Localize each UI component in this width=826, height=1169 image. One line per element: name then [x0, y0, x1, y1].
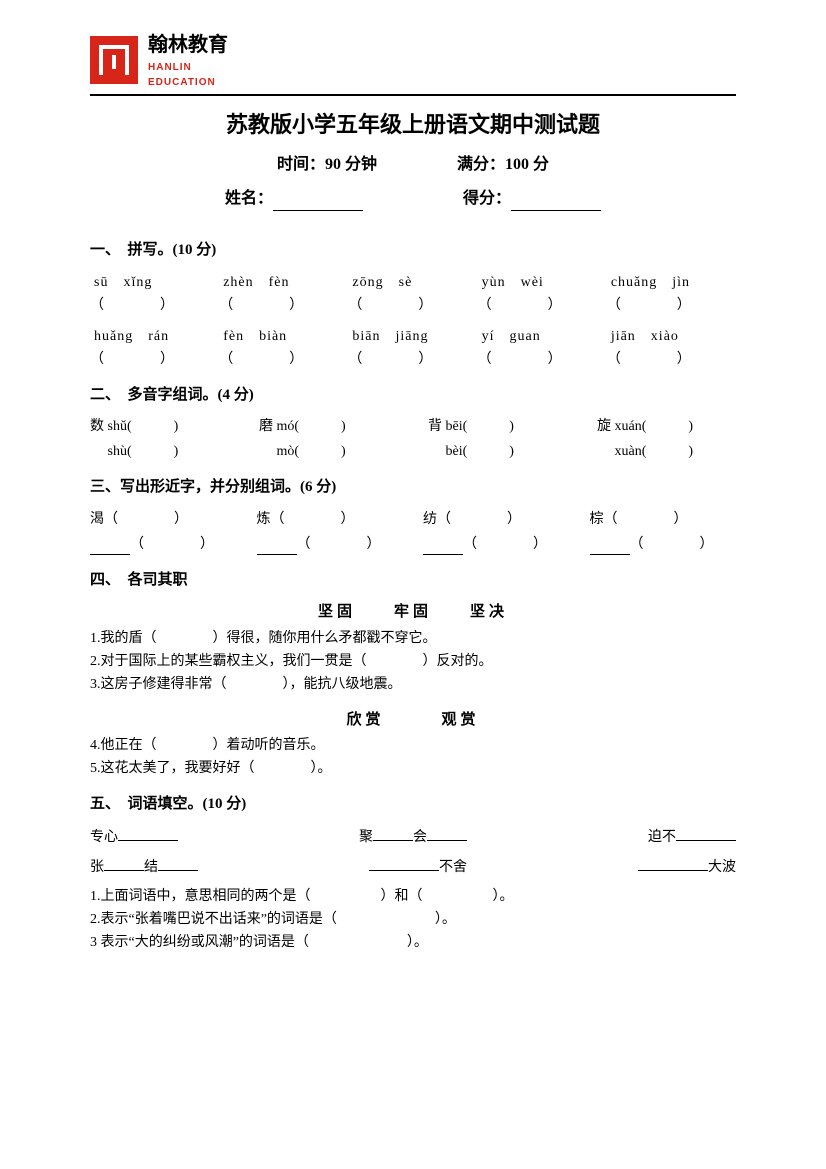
blank: （ ）: [478, 349, 607, 370]
fill-item: 张结: [90, 856, 198, 878]
name-row: 姓名： 得分：: [90, 187, 736, 211]
poly-item: bèi( ): [428, 441, 567, 462]
full-label: 满分：100 分: [457, 153, 549, 177]
blank: （ ）: [607, 295, 736, 316]
s4-q4: 4.他正在（ ）着动听的音乐。: [90, 735, 736, 756]
pinyin: sū xǐng: [90, 272, 219, 293]
brand-cn: 翰林教育: [148, 30, 228, 60]
near-row-2: （ ） （ ） （ ） （ ）: [90, 534, 736, 555]
near-item: 渴（ ）: [90, 509, 237, 530]
brand-en2: EDUCATION: [148, 75, 228, 90]
blank: （ ）: [219, 295, 348, 316]
blank: （ ）: [219, 349, 348, 370]
name-field: 姓名：: [225, 187, 363, 211]
pinyin: jiān xiào: [607, 326, 736, 347]
near-item: 棕（ ）: [590, 509, 737, 530]
score-field: 得分：: [463, 187, 601, 211]
fill-item: 迫不: [648, 826, 736, 848]
pinyin-row-1: sū xǐng zhèn fèn zōng sè yùn wèi chuǎng …: [90, 272, 736, 293]
fill-item: 大波: [638, 856, 736, 878]
blank: （ ）: [607, 349, 736, 370]
near-row-1: 渴（ ） 炼（ ） 纺（ ） 棕（ ）: [90, 509, 736, 530]
brand-text: 翰林教育 HANLIN EDUCATION: [148, 30, 228, 90]
s4-options1: 坚固 牢固 坚决: [90, 601, 736, 624]
poly-item: 磨 mó( ): [259, 416, 398, 437]
fill-row-1: 专心 聚会 迫不: [90, 826, 736, 848]
near-blank: （ ）: [90, 534, 237, 555]
s4-q5: 5.这花太美了，我要好好（ ）。: [90, 758, 736, 779]
fill-item: 专心: [90, 826, 178, 848]
pinyin-row-2: huǎng rán fèn biàn biān jiāng yí guan ji…: [90, 326, 736, 347]
pinyin: yùn wèi: [478, 272, 607, 293]
pinyin: zhèn fèn: [219, 272, 348, 293]
fill-item: 不舍: [369, 856, 467, 878]
poly-item: shù( ): [90, 441, 229, 462]
pinyin: yí guan: [478, 326, 607, 347]
poly-item: 背 bēi( ): [428, 416, 567, 437]
section3-heading: 三、写出形近字，并分别组词。(6 分): [90, 476, 736, 499]
near-item: 纺（ ）: [423, 509, 570, 530]
pinyin: fèn biàn: [219, 326, 348, 347]
poly-item: xuàn( ): [597, 441, 736, 462]
blank: （ ）: [348, 295, 477, 316]
section2-heading: 二、 多音字组词。(4 分): [90, 384, 736, 407]
paren-row-1: （ ） （ ） （ ） （ ） （ ）: [90, 295, 736, 316]
s5-q1: 1.上面词语中，意思相同的两个是（ ）和（ ）。: [90, 886, 736, 907]
poly-row-1: 数 shǔ( ) 磨 mó( ) 背 bēi( ) 旋 xuán( ): [90, 416, 736, 437]
s5-q3: 3 表示“大的纠纷或风潮”的词语是（ ）。: [90, 932, 736, 953]
near-blank: （ ）: [423, 534, 570, 555]
s4-q2: 2.对于国际上的某些霸权主义，我们一贯是（ ）反对的。: [90, 651, 736, 672]
poly-item: mò( ): [259, 441, 398, 462]
near-blank: （ ）: [590, 534, 737, 555]
pinyin: huǎng rán: [90, 326, 219, 347]
pinyin: zōng sè: [348, 272, 477, 293]
s4-q3: 3.这房子修建得非常（ ），能抗八级地震。: [90, 674, 736, 695]
paren-row-2: （ ） （ ） （ ） （ ） （ ）: [90, 349, 736, 370]
poly-item: 旋 xuán( ): [597, 416, 736, 437]
brand-en1: HANLIN: [148, 60, 228, 75]
blank: （ ）: [348, 349, 477, 370]
poly-item: 数 shǔ( ): [90, 416, 229, 437]
s4-options2: 欣赏 观赏: [90, 709, 736, 732]
blank: （ ）: [90, 349, 219, 370]
meta-row: 时间：90 分钟 满分：100 分: [90, 153, 736, 177]
s4-q1: 1.我的盾（ ）得很，随你用什么矛都戳不穿它。: [90, 628, 736, 649]
s5-q2: 2.表示“张着嘴巴说不出话来”的词语是（ ）。: [90, 909, 736, 930]
near-blank: （ ）: [257, 534, 404, 555]
section4-heading: 四、 各司其职: [90, 569, 736, 592]
time-label: 时间：90 分钟: [277, 153, 377, 177]
page-title: 苏教版小学五年级上册语文期中测试题: [90, 108, 736, 141]
poly-row-2: shù( ) mò( ) bèi( ) xuàn( ): [90, 441, 736, 462]
section1-heading: 一、 拼写。(10 分): [90, 239, 736, 262]
blank: （ ）: [90, 295, 219, 316]
pinyin: biān jiāng: [348, 326, 477, 347]
pinyin: chuǎng jìn: [607, 272, 736, 293]
fill-item: 聚会: [359, 826, 467, 848]
blank: （ ）: [478, 295, 607, 316]
near-item: 炼（ ）: [257, 509, 404, 530]
logo-icon: [90, 36, 138, 84]
section5-heading: 五、 词语填空。(10 分): [90, 793, 736, 816]
fill-row-2: 张结 不舍 大波: [90, 856, 736, 878]
header: 翰林教育 HANLIN EDUCATION: [90, 30, 736, 96]
